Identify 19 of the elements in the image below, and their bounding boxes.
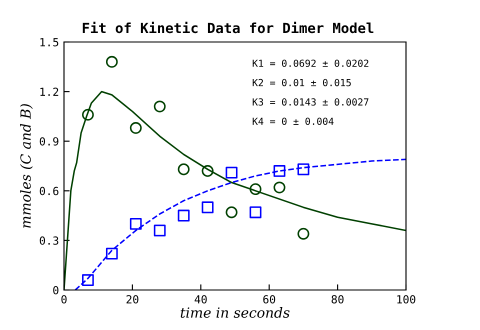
y-tick-label: 1.5 xyxy=(40,38,58,46)
annotation: K2 = 0.01 ± 0.015 xyxy=(252,78,351,86)
annotation: K3 = 0.0143 ± 0.0027 xyxy=(252,98,368,106)
y-tick-label: 1.2 xyxy=(40,88,58,96)
x-tick-label: 80 xyxy=(332,295,344,304)
x-tick-label: 60 xyxy=(263,295,276,304)
annotation: K4 = 0 ± 0.004 xyxy=(252,118,334,125)
y-tick-label: 0.3 xyxy=(40,236,58,245)
y-axis-title: mmoles (C and B) xyxy=(20,104,33,228)
x-tick-label: 40 xyxy=(194,295,207,304)
x-tick-label: 0 xyxy=(61,295,67,304)
x-tick-label: 20 xyxy=(126,295,138,304)
y-tick-label: 0.6 xyxy=(40,186,58,196)
x-tick-label: 100 xyxy=(397,295,416,304)
y-tick-label: 0 xyxy=(53,286,58,294)
x-axis-title: time in seconds xyxy=(180,307,290,318)
y-tick-label: 0.9 xyxy=(40,137,58,146)
chart-title: Fit of Kinetic Data for Dimer Model xyxy=(82,22,374,34)
annotation: K1 = 0.0692 ± 0.0202 xyxy=(252,60,368,67)
